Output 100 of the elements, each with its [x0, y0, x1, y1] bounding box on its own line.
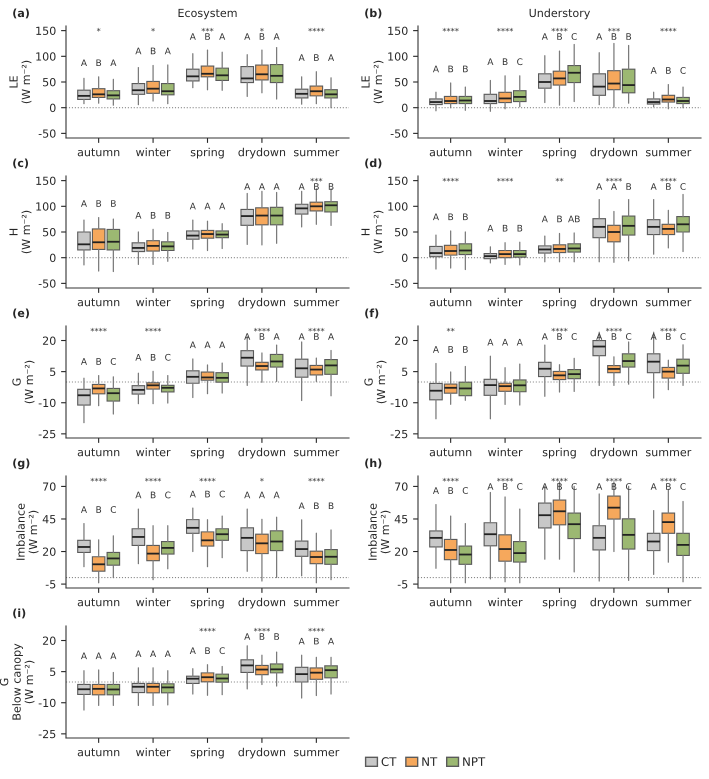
chart-subtitle: Ecosystem: [178, 8, 237, 20]
text: A: [219, 202, 226, 210]
text: A: [80, 506, 87, 513]
text: C: [680, 67, 686, 74]
text: B: [150, 492, 156, 498]
y-tick-label: 100: [36, 202, 56, 211]
text: A: [610, 183, 617, 190]
text: ****: [144, 328, 162, 332]
text: **: [446, 328, 455, 332]
text: ***: [202, 28, 214, 32]
text: ****: [199, 628, 216, 632]
x-tick-label: autumn: [78, 148, 120, 156]
x-tick-label: spring: [542, 448, 576, 458]
x-tick-label: spring: [190, 448, 224, 458]
text: A: [219, 33, 226, 40]
text: B: [612, 33, 616, 40]
text: ****: [90, 328, 107, 332]
text: A: [487, 58, 494, 65]
text: B: [314, 333, 319, 340]
chart-title: (b): [365, 8, 382, 18]
text: C: [680, 483, 686, 490]
y-tick-label: 0: [50, 104, 56, 112]
text: B: [96, 506, 102, 513]
text: A: [432, 346, 439, 353]
x-tick-label: autumn: [78, 748, 120, 756]
legend-label: NT: [422, 757, 438, 766]
text: A: [164, 650, 171, 658]
y-axis-title: LE (W m⁻²): [9, 60, 32, 104]
text: **: [556, 178, 564, 182]
text: B: [314, 638, 319, 644]
text: B: [463, 346, 468, 353]
text: A: [164, 48, 171, 54]
text: B: [150, 212, 156, 219]
x-tick-label: drydown: [238, 298, 286, 308]
text: A: [502, 338, 508, 346]
text: A: [135, 212, 142, 219]
text: C: [517, 58, 522, 66]
y-tick-label: 50: [42, 78, 56, 86]
x-tick-label: autumn: [430, 448, 472, 456]
text: A: [432, 214, 439, 220]
x-tick-label: drydown: [238, 448, 286, 458]
text: ****: [90, 478, 107, 482]
text: A: [80, 200, 87, 207]
text: B: [448, 214, 454, 220]
text: B: [274, 633, 280, 640]
text: B: [150, 354, 156, 361]
x-tick-label: autumn: [430, 598, 472, 606]
text: B: [463, 66, 468, 72]
text: A: [204, 202, 211, 210]
y-tick-label: 100: [388, 52, 408, 61]
text: B: [205, 33, 210, 40]
text: B: [666, 333, 671, 340]
y-tick-label: 70: [43, 482, 56, 491]
text: B: [666, 483, 671, 490]
text: *: [260, 28, 264, 32]
text: A: [110, 59, 116, 66]
text: A: [190, 33, 196, 40]
y-tick-label: 0: [50, 254, 56, 262]
text: B: [328, 502, 334, 510]
text: ****: [442, 478, 459, 482]
text: B: [463, 214, 468, 220]
text: ****: [254, 628, 270, 632]
text: A: [516, 338, 523, 346]
text: ****: [308, 28, 324, 32]
chart-title: (a): [13, 8, 29, 18]
text: A: [274, 183, 280, 190]
y-tick-label: -5: [46, 580, 56, 588]
chart-title: (i): [13, 608, 26, 618]
text: A: [650, 483, 657, 490]
chart-title: (d): [365, 158, 382, 168]
text: B: [557, 216, 562, 222]
text: ****: [496, 478, 514, 482]
text: A: [219, 342, 226, 348]
text: C: [462, 487, 468, 494]
y-tick-label: 0: [402, 254, 408, 262]
text: ****: [308, 628, 324, 632]
x-tick-label: drydown: [590, 448, 638, 458]
y-tick-label: 45: [42, 515, 56, 524]
y-tick-label: -25: [390, 430, 408, 438]
chart-title: (e): [13, 308, 29, 318]
text: A: [542, 216, 548, 222]
x-tick-label: summer: [294, 150, 340, 156]
text: ****: [660, 478, 676, 482]
legend-label: CT: [382, 757, 396, 766]
text: C: [165, 354, 170, 361]
x-tick-label: autumn: [430, 148, 472, 156]
x-tick-label: drydown: [590, 148, 638, 158]
text: A: [298, 54, 305, 61]
y-tick-label: 5: [50, 668, 56, 676]
text: A: [328, 54, 334, 61]
text: ****: [442, 28, 459, 32]
text: ****: [551, 28, 568, 32]
y-tick-label: 50: [394, 78, 408, 86]
y-tick-label: 100: [36, 52, 56, 61]
x-tick-label: winter: [136, 298, 171, 306]
x-tick-label: winter: [488, 598, 523, 606]
text: B: [314, 502, 319, 510]
text: A: [274, 492, 280, 498]
x-tick-label: spring: [190, 298, 224, 308]
x-tick-label: summer: [646, 300, 692, 306]
